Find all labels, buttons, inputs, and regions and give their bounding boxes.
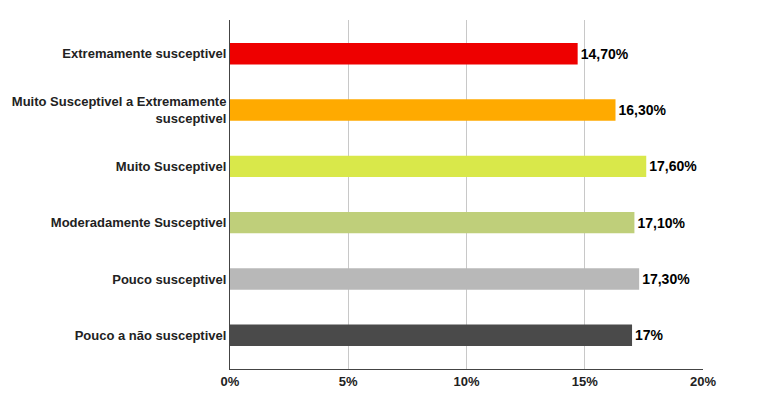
svg-text:Muito Susceptivel: Muito Susceptivel — [116, 159, 227, 174]
svg-text:16,30%: 16,30% — [619, 102, 667, 118]
svg-text:5%: 5% — [339, 374, 358, 389]
svg-text:17,30%: 17,30% — [642, 271, 690, 287]
svg-text:Moderadamente Susceptivel: Moderadamente Susceptivel — [51, 215, 227, 230]
svg-text:14,70%: 14,70% — [581, 46, 629, 62]
svg-text:10%: 10% — [453, 374, 479, 389]
svg-text:20%: 20% — [690, 374, 716, 389]
svg-text:Pouco a não susceptivel: Pouco a não susceptivel — [75, 328, 227, 343]
svg-text:0%: 0% — [221, 374, 240, 389]
svg-text:17,60%: 17,60% — [649, 158, 697, 174]
svg-text:Muito Susceptivel a Extremamen: Muito Susceptivel a Extremamentesuscepti… — [12, 94, 227, 126]
svg-text:15%: 15% — [572, 374, 598, 389]
svg-text:Pouco susceptivel: Pouco susceptivel — [112, 271, 226, 286]
svg-text:17,10%: 17,10% — [637, 215, 685, 231]
svg-text:17%: 17% — [635, 327, 664, 343]
svg-text:Extremamente susceptivel: Extremamente susceptivel — [62, 46, 226, 61]
